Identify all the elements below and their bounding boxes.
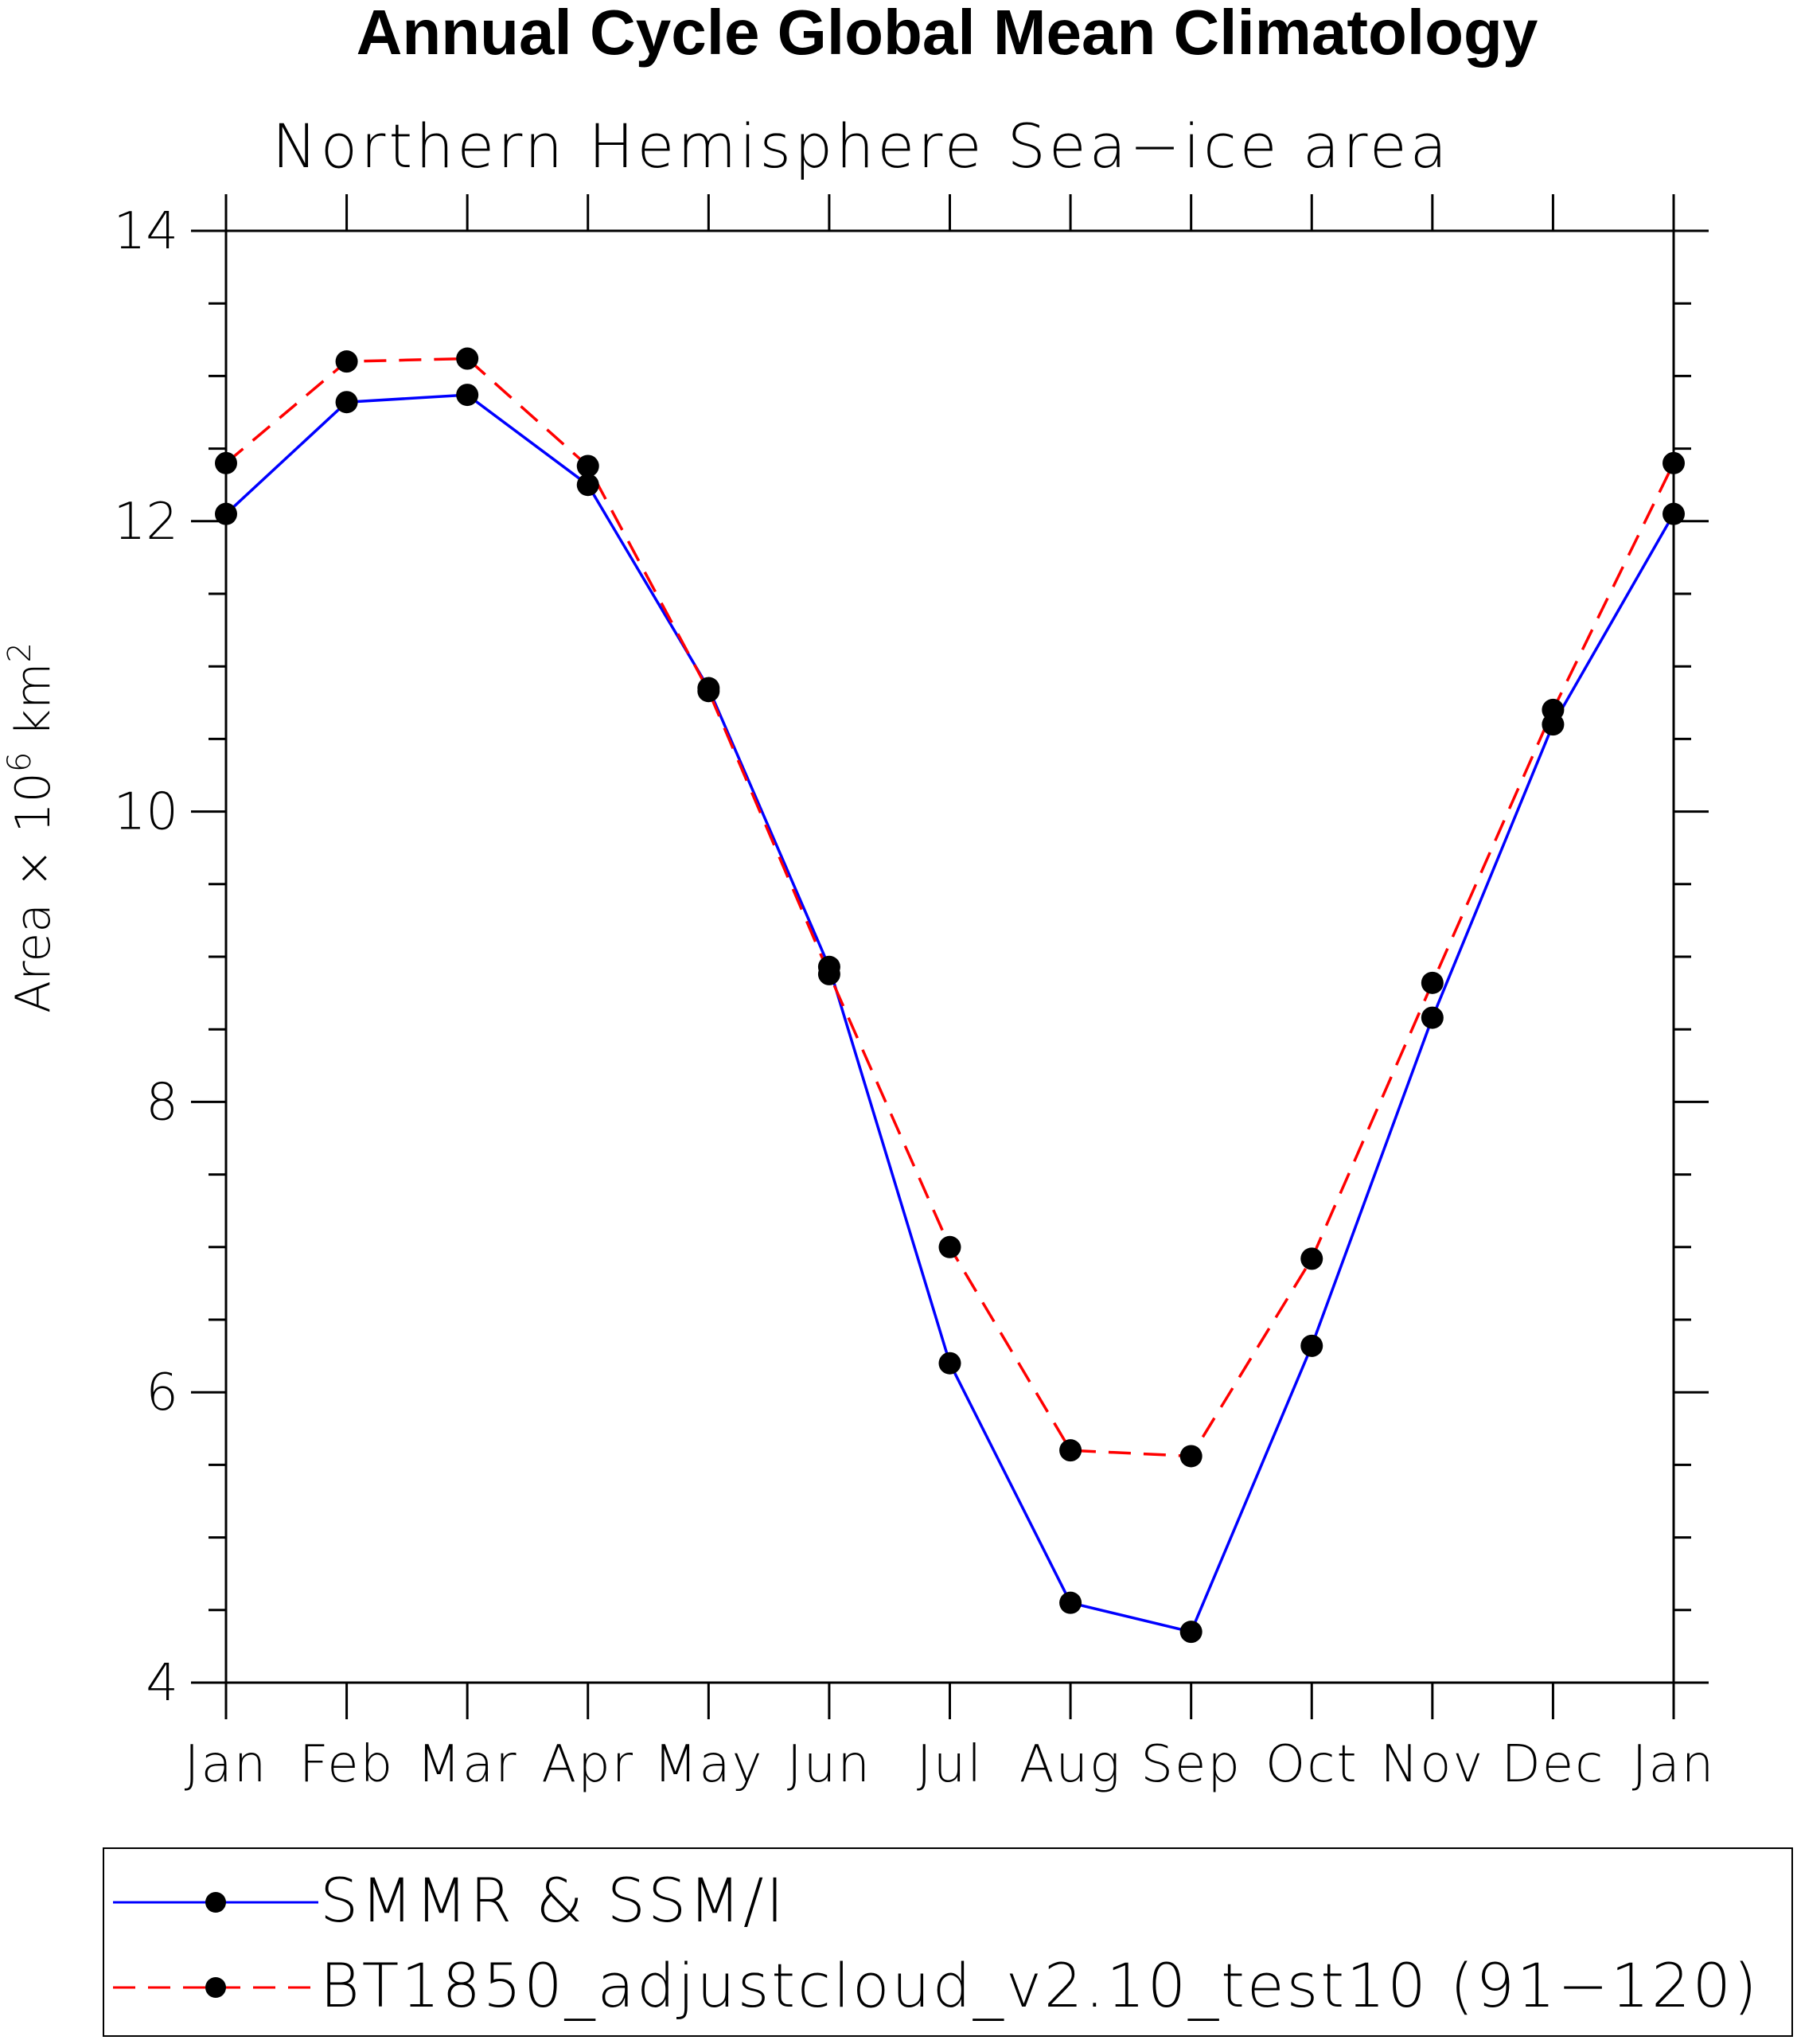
y-axis-label: Area × 106 km2 [2, 642, 61, 1013]
legend-marker-smmr [205, 1892, 226, 1913]
x-tick-label: Dec [1501, 1735, 1604, 1794]
svg-text:Area × 106 km2: Area × 106 km2 [2, 642, 61, 1013]
series-line-0 [224, 393, 1675, 1633]
series-0-point [1179, 1621, 1203, 1644]
series-0-point [335, 391, 358, 414]
series-1-point [938, 1235, 961, 1258]
x-tick-label: Jan [185, 1735, 268, 1794]
legend-label-bt1850: BT1850_adjustcloud_v2.10_test10 (91−120) [320, 1950, 1760, 2021]
x-tick-label: Apr [541, 1735, 634, 1794]
series-layer [215, 347, 1685, 1644]
axes: 4 6 8 10 12 14 Jan Feb Mar Apr May Jun Jul Aug Sep Oct N… [114, 194, 1716, 1794]
series-0-point [576, 474, 599, 497]
series-0-point [938, 1352, 961, 1375]
y-tick-label: 12 [114, 493, 178, 552]
x-tick-label: Oct [1265, 1735, 1358, 1794]
y-tick-label: 8 [146, 1073, 178, 1132]
series-0-point [456, 384, 479, 407]
legend-box [103, 1847, 1793, 2037]
series-1-point [697, 680, 720, 703]
series-1-point [1179, 1445, 1203, 1468]
x-tick-label: Sep [1140, 1735, 1242, 1794]
y-tick-label: 4 [146, 1654, 178, 1713]
x-tick-label: May [653, 1735, 763, 1794]
y-tick-label: 14 [114, 202, 178, 261]
series-1-point [1059, 1439, 1082, 1462]
series-0-point [1663, 502, 1685, 525]
chart-subtitle: Northern Hemisphere Sea−ice area [272, 111, 1450, 181]
x-tick-label: Jul [917, 1735, 983, 1794]
series-1-point [335, 350, 358, 373]
y-tick-label: 6 [146, 1363, 178, 1422]
legend-label-smmr: SMMR & SSM/I [320, 1865, 786, 1936]
series-1-point [215, 451, 237, 474]
series-1-point [1300, 1247, 1323, 1270]
series-0-point [1421, 1006, 1444, 1029]
series-1-point [576, 454, 599, 478]
series-1-point [1663, 451, 1685, 474]
y-axis-label-unit-exp: 2 [2, 642, 38, 662]
x-tick-label: Nov [1380, 1735, 1484, 1794]
y-axis-label-exp: 6 [2, 752, 38, 772]
series-1-point [1542, 698, 1565, 721]
x-tick-label: Jun [787, 1735, 871, 1794]
x-tick-label: Feb [299, 1735, 394, 1794]
series-1-point [817, 962, 840, 985]
series-0-point [215, 502, 237, 525]
legend-marker-bt1850 [205, 1977, 226, 1998]
series-1-point [1421, 971, 1444, 994]
y-tick-label: 10 [114, 783, 178, 842]
series-0-point [1059, 1591, 1082, 1614]
chart-title: Annual Cycle Global Mean Climatology [357, 0, 1538, 68]
series-0-point [1300, 1334, 1323, 1357]
series-1-point [456, 347, 479, 370]
series-line-1 [224, 357, 1675, 1458]
x-tick-label: Aug [1019, 1735, 1122, 1794]
y-axis-label-main: Area × 10 [6, 772, 61, 1013]
x-tick-label: Mar [417, 1735, 518, 1794]
x-tick-label: Jan [1632, 1735, 1716, 1794]
legend: SMMR & SSM/I BT1850_adjustcloud_v2.10_te… [103, 1847, 1793, 2037]
y-axis-label-unit: km [6, 662, 61, 751]
